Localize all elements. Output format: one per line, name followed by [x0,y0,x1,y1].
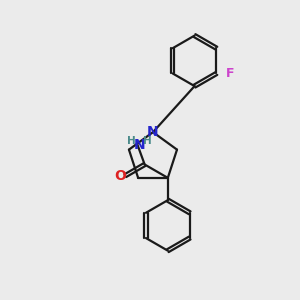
Text: F: F [226,67,235,80]
Text: H: H [143,136,152,146]
Text: H: H [127,136,136,146]
Text: N: N [147,124,159,139]
Text: O: O [114,169,126,183]
Text: N: N [134,138,145,152]
